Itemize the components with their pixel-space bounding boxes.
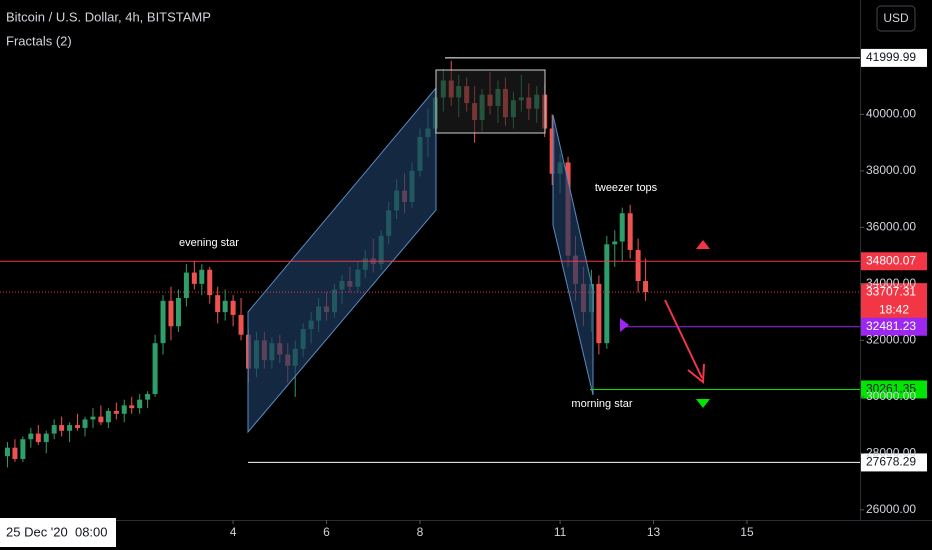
price-label-box <box>861 380 927 399</box>
price-label-box <box>861 453 927 472</box>
currency-label[interactable]: USD <box>883 11 909 25</box>
y-tick-label: 28000.00 <box>866 446 916 460</box>
y-tick-label: 26000.00 <box>866 502 916 516</box>
y-tick-label: 30000.00 <box>866 389 916 403</box>
candle-body <box>191 272 197 284</box>
falling-channel <box>552 114 594 396</box>
x-tick-label: 11 <box>554 525 567 539</box>
price-label: 34800.07 <box>866 253 916 267</box>
candle-body <box>67 425 73 431</box>
price-label: 32481.23 <box>866 319 916 333</box>
candle-body <box>137 399 143 409</box>
y-tick-label: 34000.00 <box>866 276 916 290</box>
candle-body <box>230 300 236 315</box>
candle-body <box>98 416 104 423</box>
candle-body <box>627 213 633 250</box>
candle-body <box>222 300 228 313</box>
candle-body <box>90 416 96 420</box>
x-tick-label: 8 <box>417 525 424 539</box>
pattern-annotation: morning star <box>571 398 632 410</box>
y-tick-label: 36000.00 <box>866 220 916 234</box>
pattern-annotation: tweezer tops <box>595 182 658 194</box>
countdown: 18:42 <box>879 302 909 316</box>
candle-body <box>619 213 625 242</box>
pattern-annotation: evening star <box>179 237 239 249</box>
candle-body <box>160 300 166 344</box>
candle-body <box>604 244 610 344</box>
candle-body <box>113 410 119 414</box>
candle-body <box>612 241 618 245</box>
price-label: 33707.31 <box>866 284 916 298</box>
candle-body <box>4 447 10 457</box>
indicator-label: Fractals (2) <box>6 33 72 48</box>
candle-body <box>75 425 81 428</box>
candle-body <box>59 425 65 431</box>
candle-body <box>175 297 181 327</box>
candle-body <box>121 405 127 414</box>
candle-body <box>207 269 213 296</box>
chart-title: Bitcoin / U.S. Dollar, 4h, BITSTAMP <box>6 9 211 24</box>
candle-body <box>238 314 244 335</box>
currency-button[interactable] <box>876 5 916 32</box>
candle-body <box>215 295 221 313</box>
candle-body <box>145 394 151 400</box>
candle-body <box>199 269 205 284</box>
candle-body <box>635 249 641 282</box>
candle-body <box>549 128 555 174</box>
crosshair-label: 25 Dec '20 08:00 <box>6 524 108 539</box>
price-label: 27678.29 <box>866 455 916 469</box>
price-label: 41999.99 <box>866 50 916 64</box>
overlay: 41999.99 34800.07 33707.31 18:42 32481.23 302… <box>0 48 927 472</box>
candle-body <box>28 433 34 440</box>
x-tick-label: 4 <box>230 525 237 539</box>
candle-body <box>12 447 18 459</box>
crosshair-box <box>0 518 116 547</box>
y-tick-label: 38000.00 <box>866 163 916 177</box>
candle-body <box>20 439 26 459</box>
candle-body <box>183 272 189 298</box>
candle-body <box>35 433 41 443</box>
rising-channel <box>247 86 437 434</box>
down-triangle <box>696 399 710 408</box>
arrow-head <box>687 363 705 384</box>
candle-body <box>152 343 158 395</box>
price-label-box <box>861 48 927 67</box>
candle-body <box>105 410 111 423</box>
y-tick-label: 32000.00 <box>866 333 916 347</box>
up-triangle <box>696 240 710 249</box>
x-tick-label: 13 <box>647 525 661 539</box>
candle-body <box>168 300 174 327</box>
candle-body <box>51 425 57 434</box>
candle-body <box>129 405 135 409</box>
candle-body <box>643 281 649 293</box>
candle-body <box>43 433 49 443</box>
price-label-box <box>861 317 927 336</box>
price-label: 30261.35 <box>866 382 916 396</box>
x-tick-label: 15 <box>740 525 754 539</box>
purple-marker <box>620 318 629 332</box>
price-label-box <box>861 252 927 271</box>
price-label-box <box>861 283 927 320</box>
x-tick-label: 6 <box>323 525 330 539</box>
candle-body <box>596 283 602 344</box>
candle-body <box>82 419 88 428</box>
y-tick-label: 40000.00 <box>866 107 916 121</box>
consolidation-box <box>435 69 546 134</box>
arrow-shaft <box>664 299 703 379</box>
